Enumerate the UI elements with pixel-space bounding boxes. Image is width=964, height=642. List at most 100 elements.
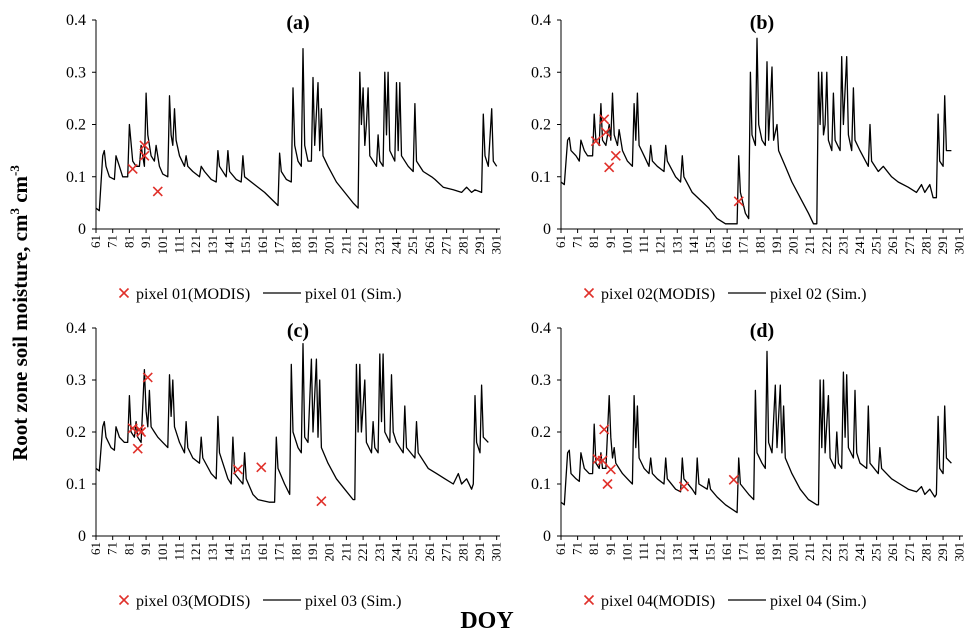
x-tick-label: 191 [769,235,784,255]
x-tick-label: 121 [653,235,668,255]
marker-stroke [592,453,603,465]
x-tick-label: 251 [405,235,420,255]
marker-modis-x [733,196,744,207]
y-tick-label: 0.2 [531,424,551,441]
x-tick-label: 281 [918,542,933,562]
x-tick-label: 211 [338,235,353,254]
x-tick-label: 201 [786,542,801,562]
x-tick-label: 201 [322,235,337,255]
x-tick-label: 271 [902,542,917,562]
x-tick-label: 281 [455,235,470,255]
series-line-sim [95,48,498,212]
chart-panel-1: 00.10.20.30.461 71 81 91 101 111 121 131 141 151 1… [66,12,504,303]
x-tick-label: 111 [636,235,651,254]
x-tick-label: 301 [489,235,504,255]
x-tick-label: 271 [439,542,454,562]
legend-label-sim: pixel 02 (Sim.) [770,286,866,303]
marker-stroke [232,464,243,475]
y-tick-label: 0 [543,221,551,238]
x-tick-label: 241 [852,542,867,562]
y-tick-label: 0.3 [66,64,86,81]
panel-label: (c) [287,320,309,342]
x-tick-label: 61 [553,542,568,555]
x-tick-label: 191 [769,542,784,562]
x-tick-label: 271 [902,235,917,255]
marker-modis-x [605,464,616,475]
x-tick-label: 81 [121,235,136,248]
x-tick-label: 201 [322,542,337,562]
marker-modis-x [256,462,267,473]
x-tick-label: 91 [138,542,153,555]
x-tick-label: 101 [619,542,634,562]
chart-panel-2: 00.10.20.30.461 71 81 91 101 111 121 131 141 151 1… [531,12,964,303]
y-tick-label: 0.4 [66,320,86,337]
series-line-sim [560,37,952,225]
marker-stroke [733,196,744,207]
legend-marker-modis [583,287,595,299]
marker-modis-x [600,127,611,138]
x-tick-label: 301 [952,542,964,562]
x-tick-label: 181 [752,542,767,562]
x-tick-label: 121 [188,542,203,562]
x-tick-label: 151 [238,542,253,562]
x-tick-label: 221 [819,542,834,562]
panel-label: (b) [750,12,774,34]
marker-modis-x [139,150,150,161]
y-tick-label: 0.4 [66,12,86,29]
legend-label-modis: pixel 02(MODIS) [601,286,715,303]
x-tick-label: 241 [388,542,403,562]
x-tick-label: 151 [238,235,253,255]
x-tick-label: 71 [570,542,585,555]
marker-modis-x [139,140,150,151]
marker-stroke [600,127,611,138]
x-tick-label: 261 [885,542,900,562]
x-tick-label: 61 [88,542,103,555]
x-tick-label: 231 [835,235,850,255]
x-tick-label: 231 [372,542,387,562]
x-tick-label: 211 [338,542,353,561]
chart-panel-3: 00.10.20.30.461 71 81 91 101 111 121 131 141 151 1… [66,320,504,610]
x-tick-label: 161 [255,235,270,255]
marker-stroke [599,114,610,125]
marker-stroke [316,496,327,507]
x-tick-label: 211 [802,542,817,561]
marker-modis-x [604,162,615,173]
x-tick-label: 141 [222,235,237,255]
x-tick-label: 251 [869,235,884,255]
x-tick-label: 91 [603,542,618,555]
x-tick-label: 81 [121,542,136,555]
x-tick-label: 251 [869,542,884,562]
x-axis-label: DOY [460,608,514,634]
legend: pixel 01(MODIS) pixel 01 (Sim.) [118,286,401,303]
x-tick-label: 131 [669,542,684,562]
x-tick-label: 101 [619,235,634,255]
y-tick-label: 0.2 [66,117,86,134]
legend: pixel 03(MODIS) pixel 03 (Sim.) [118,593,401,610]
marker-modis-x [602,478,613,490]
legend: pixel 04(MODIS) pixel 04 (Sim.) [583,593,866,610]
x-tick-label: 121 [188,235,203,255]
x-tick-label: 151 [703,542,718,562]
marker-modis-x [136,426,147,438]
marker-stroke [728,474,739,485]
legend-label-modis: pixel 04(MODIS) [601,593,715,610]
x-tick-label: 181 [752,235,767,255]
x-tick-label: 171 [736,235,751,255]
x-tick-label: 81 [586,235,601,248]
x-tick-label: 291 [472,542,487,562]
x-tick-label: 281 [455,542,470,562]
x-tick-label: 231 [835,542,850,562]
marker-modis-x [142,372,153,383]
legend-marker-modis [118,287,130,299]
legend-label-modis: pixel 01(MODIS) [136,286,250,303]
y-tick-label: 0.1 [531,476,551,493]
x-tick-label: 191 [305,542,320,562]
marker-modis-x [590,136,601,147]
legend-marker-modis [118,594,130,606]
x-tick-label: 161 [719,235,734,255]
marker-stroke [604,162,615,173]
panel-label: (d) [750,320,774,342]
y-tick-label: 0 [78,221,86,238]
x-tick-label: 291 [935,235,950,255]
